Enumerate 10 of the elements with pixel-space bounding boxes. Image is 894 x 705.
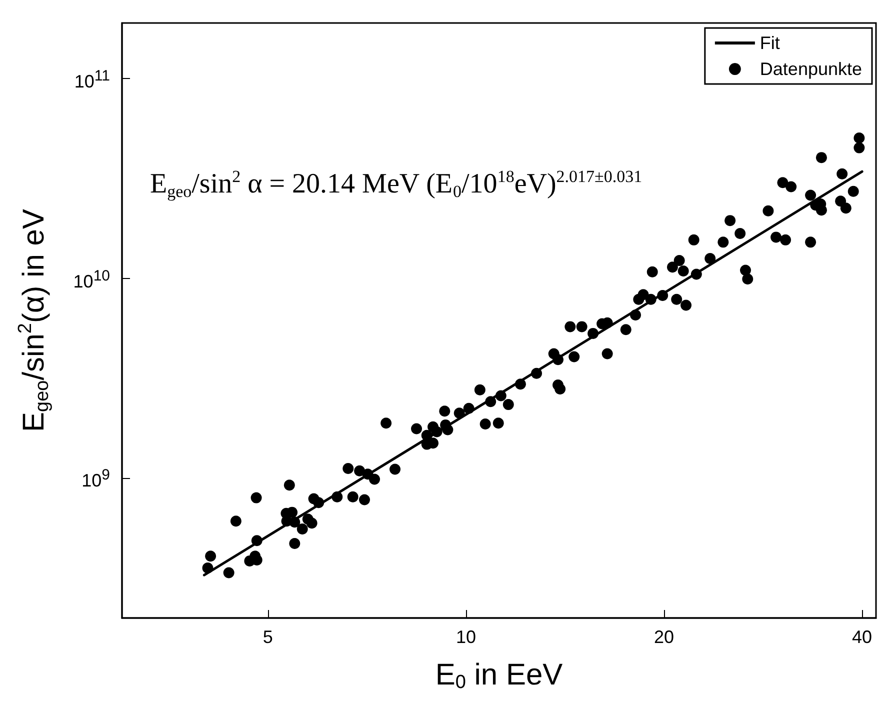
x-tick-label: 40	[852, 626, 872, 648]
x-tick-label: 20	[654, 626, 674, 648]
legend-label: Fit	[760, 33, 780, 53]
y-tick-label: 10$^{11}$	[74, 66, 110, 92]
y-tick-label: 10$^{9}$	[82, 466, 110, 492]
x-tick-label: 10	[456, 626, 476, 648]
y-axis-title: Egeo/sin2(α) in eV	[15, 208, 53, 432]
y-tick-label: 10$^{10}$	[73, 266, 110, 292]
x-tick-label: 5	[262, 626, 273, 648]
legend-label: Datenpunkte	[760, 59, 862, 79]
